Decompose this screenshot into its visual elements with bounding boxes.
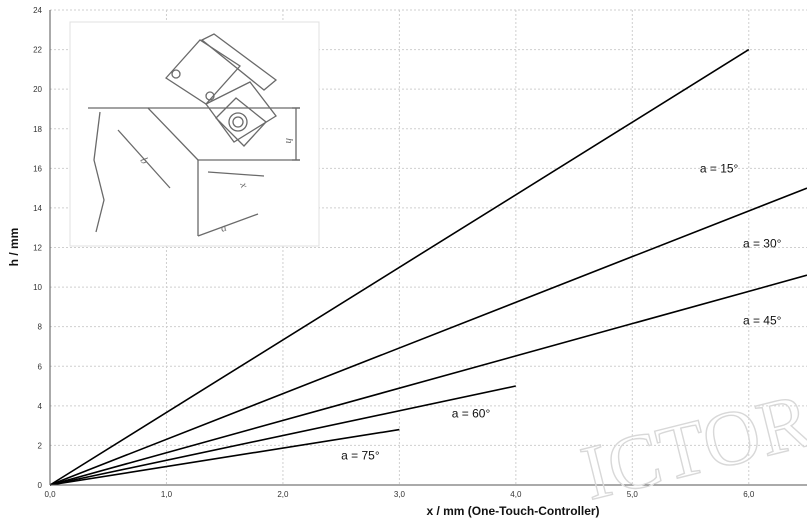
x-tick-label: 4,0 [510, 490, 522, 499]
svg-text:x: x [237, 180, 250, 190]
x-tick-label: 2,0 [277, 490, 289, 499]
y-tick-label: 18 [33, 125, 42, 134]
y-tick-label: 0 [38, 481, 43, 490]
grid [50, 9, 807, 485]
y-tick-label: 20 [33, 85, 42, 94]
watermark: ICTOR [573, 376, 807, 517]
y-tick-label: 14 [33, 204, 42, 213]
y-tick-label: 16 [33, 164, 42, 173]
y-tick-label: 10 [33, 283, 42, 292]
y-tick-label: 2 [38, 441, 43, 450]
inset-diagram: b x a h [69, 21, 320, 247]
x-tick-label: 0,0 [44, 490, 56, 499]
x-axis-title: x / mm (One-Touch-Controller) [426, 504, 599, 518]
series-label-4: a = 60° [452, 407, 491, 421]
y-tick-label: 6 [38, 362, 43, 371]
y-tick-label: 22 [33, 46, 42, 55]
svg-text:a: a [219, 221, 229, 234]
x-tick-label: 6,0 [743, 490, 755, 499]
series-label-2: a = 30° [743, 237, 782, 251]
x-tick-label: 5,0 [627, 490, 639, 499]
x-tick-label: 3,0 [394, 490, 406, 499]
svg-text:b: b [137, 156, 150, 167]
series-label-1: a = 15° [700, 161, 739, 175]
series-label-5: a = 75° [341, 448, 380, 462]
svg-text:h: h [283, 138, 295, 144]
series-line-2 [49, 187, 807, 486]
series-line-5 [49, 428, 400, 486]
y-tick-label: 4 [38, 402, 43, 411]
series-label-3: a = 45° [743, 314, 782, 328]
series-line-3 [49, 274, 807, 486]
series-lines [49, 48, 807, 486]
series-labels: a = 15° a = 30° a = 45° a = 60° a = 75° [341, 161, 781, 462]
x-tick-label: 1,0 [161, 490, 173, 499]
y-tick-label: 24 [33, 6, 42, 15]
y-tick-label: 8 [38, 323, 43, 332]
y-axis-title: h / mm [7, 228, 21, 267]
y-tick-label: 12 [33, 244, 42, 253]
series-line-1 [49, 48, 750, 486]
series-line-4 [49, 385, 516, 486]
